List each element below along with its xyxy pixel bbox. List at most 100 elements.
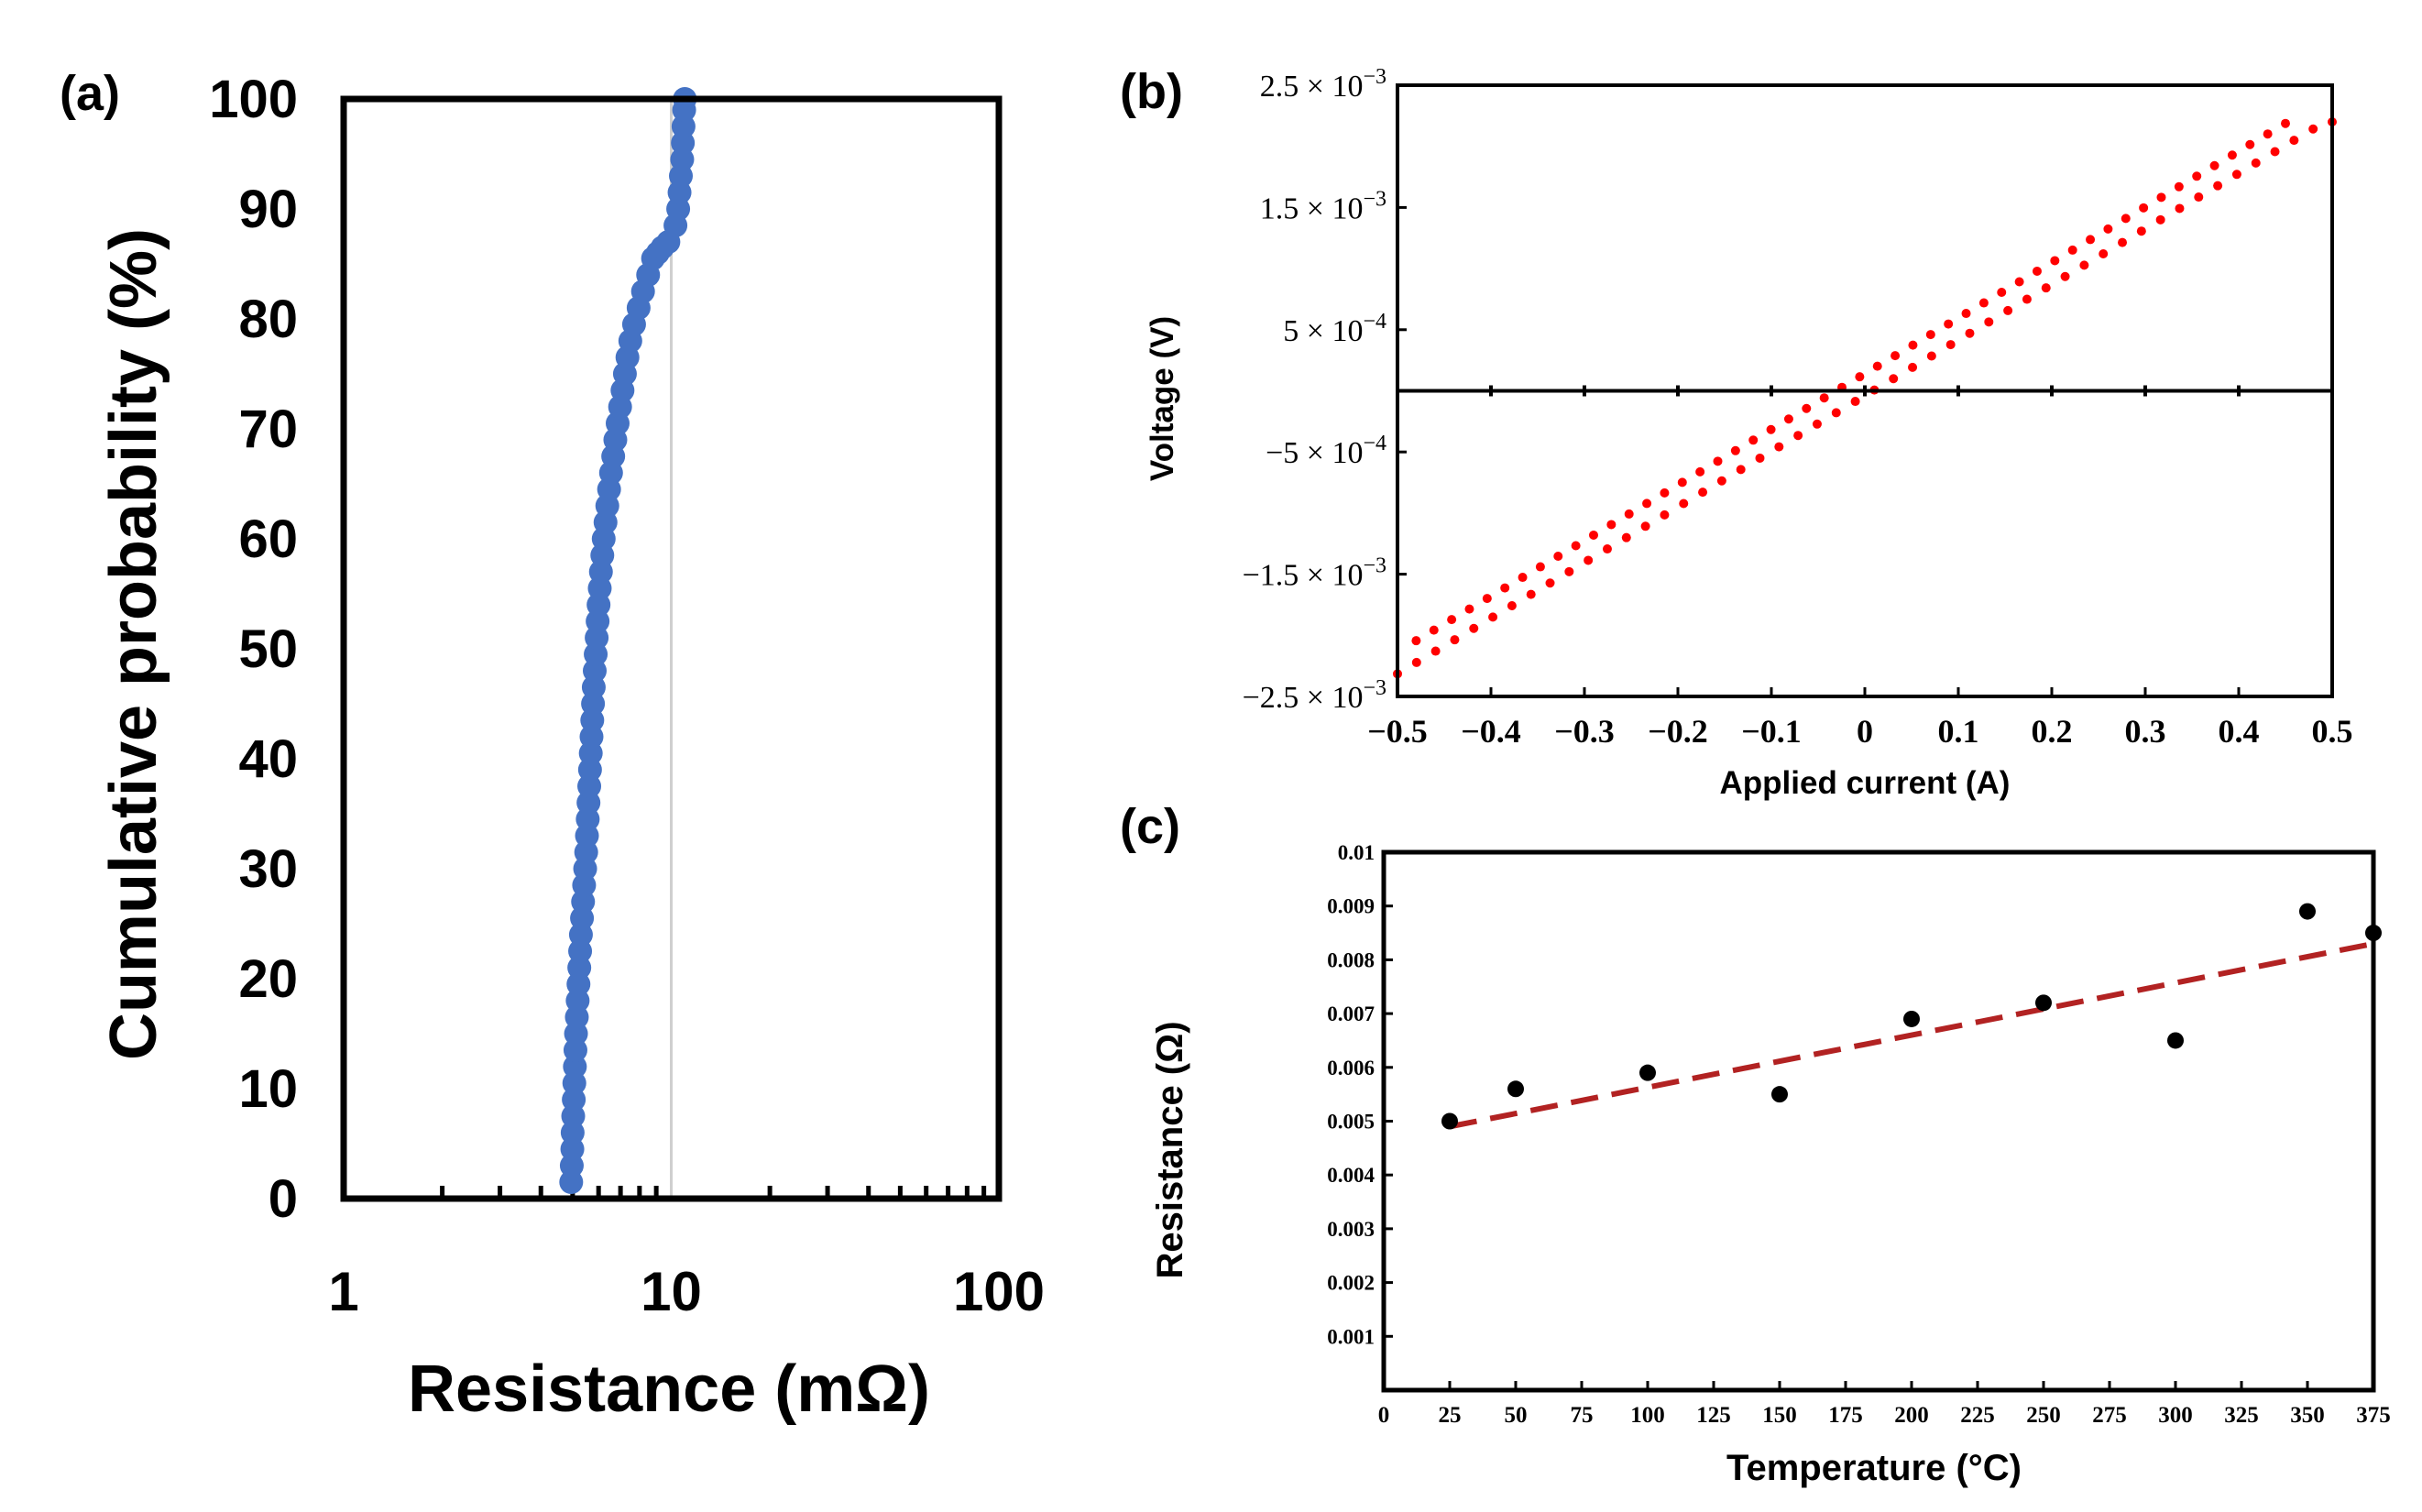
y-tick-label: 5 × 10−4 (1283, 310, 1386, 348)
data-point (1584, 555, 1594, 565)
panel-b-label: (b) (1120, 64, 1183, 119)
data-points (559, 87, 697, 1194)
data-point (1997, 288, 2007, 298)
data-point (1411, 657, 1421, 667)
data-point (2079, 260, 2089, 270)
data-point (2041, 283, 2051, 293)
data-point (560, 1137, 585, 1161)
x-tick-label: 1 (328, 1261, 358, 1322)
y-tick-label: 0.001 (1327, 1325, 1375, 1348)
plot-frame (340, 95, 1003, 1202)
data-point (2194, 192, 2204, 203)
y-axis-label: Resistance (Ω) (1150, 1021, 1190, 1278)
data-point (1518, 573, 1528, 583)
data-point (1783, 414, 1793, 424)
data-point (2035, 994, 2052, 1012)
data-point (2086, 235, 2096, 245)
data-point (1553, 552, 1563, 562)
data-point (1855, 372, 1865, 382)
data-point (2139, 203, 2149, 213)
data-point (1944, 319, 1954, 329)
x-tick-label: 0.2 (2032, 713, 2073, 750)
data-point (2022, 294, 2032, 304)
y-tick-label: −5 × 10−4 (1266, 432, 1386, 470)
x-tick-label: 275 (2092, 1403, 2127, 1428)
x-tick-label: 10 (641, 1261, 702, 1322)
data-point (1447, 615, 1457, 625)
data-point (1535, 562, 1545, 572)
panel-c-chart: (c) 0.0010.0020.0030.0040.0050.0060.0070… (1120, 799, 2391, 1488)
data-point (2156, 192, 2166, 203)
data-point (2209, 160, 2219, 170)
y-tick-label: 90 (238, 180, 298, 239)
x-axis-label: Applied current (A) (1720, 765, 2011, 801)
data-point (1606, 520, 1616, 530)
y-tick-label: 50 (238, 619, 298, 679)
x-tick-label: −0.2 (1648, 713, 1708, 750)
data-point (2245, 139, 2255, 149)
data-point (1621, 532, 1631, 542)
data-point (2213, 181, 2223, 191)
x-axis-ticks: 0 25 50 75 100 125 150 175 200 225 250 275 300 325 350… (1378, 1381, 2391, 1428)
data-point (1679, 499, 1689, 509)
x-tick-label: 125 (1696, 1403, 1731, 1428)
x-tick-label: −0.3 (1554, 713, 1615, 750)
data-point (2050, 256, 2060, 266)
panel-a-label: (a) (60, 66, 120, 121)
y-tick-label: 80 (238, 290, 298, 349)
data-point (1771, 1086, 1788, 1103)
data-point (1639, 1064, 1656, 1081)
x-tick-label: 225 (1960, 1403, 1995, 1428)
y-tick-label: 70 (238, 400, 298, 459)
y-tick-label: 0.009 (1327, 895, 1375, 918)
data-point (1507, 1080, 1524, 1098)
x-tick-label: 325 (2224, 1403, 2259, 1428)
data-point (1571, 541, 1581, 551)
data-point (1713, 456, 1723, 466)
x-tick-label: 0.5 (2312, 713, 2353, 750)
x-tick-label: 200 (1894, 1403, 1929, 1428)
data-point (1965, 328, 1975, 338)
zero-line-ticks (1489, 385, 2241, 397)
x-tick-label: 300 (2158, 1403, 2193, 1428)
data-point (2174, 181, 2184, 192)
x-axis-ticks: 1 10 100 (328, 1186, 1045, 1322)
x-tick-label: 50 (1505, 1403, 1528, 1428)
data-point (1903, 1010, 1920, 1027)
y-tick-label: 40 (238, 729, 298, 789)
data-point (2308, 124, 2318, 134)
x-axis-ticks: −0.5 −0.4 −0.3 −0.2 −0.1 0 0.1 0.2 0.3 0.4 0.5 (1367, 687, 2353, 750)
y-axis-ticks: 2.5 × 10−3 1.5 × 10−3 5 × 10−4 −5 × 10−4 −1.… (1243, 65, 1407, 715)
data-point (2227, 150, 2237, 160)
data-point (1716, 476, 1726, 486)
data-point (1695, 466, 1705, 477)
y-tick-label: 2.5 × 10−3 (1260, 65, 1386, 104)
data-point (2251, 158, 2261, 168)
y-axis-ticks: 0 10 20 30 40 50 60 70 80 90 100 (209, 70, 298, 1229)
data-point (1802, 403, 1812, 413)
y-tick-label: 0.005 (1327, 1111, 1375, 1134)
x-tick-label: 0 (1857, 713, 1873, 750)
data-point (1526, 589, 1536, 599)
data-point (2231, 170, 2241, 180)
y-tick-label: 0.003 (1327, 1218, 1375, 1241)
data-point (1429, 625, 1439, 635)
panel-c-label: (c) (1120, 799, 1180, 854)
y-tick-label: 0.01 (1338, 841, 1375, 864)
x-tick-label: 0.4 (2219, 713, 2260, 750)
data-point (1984, 317, 1994, 327)
panel-b-chart: (b) 2.5 × 10−3 1.5 × 10−3 5 × 10−4 −5 × 10−… (1120, 64, 2353, 801)
x-tick-label: −0.1 (1741, 713, 1802, 750)
data-point (1850, 397, 1860, 407)
trend-line (1449, 940, 2374, 1130)
y-tick-label: 20 (238, 949, 298, 1009)
data-point (1978, 298, 1989, 308)
data-point (1507, 600, 1517, 610)
data-point (2155, 214, 2165, 225)
y-tick-label: −2.5 × 10−3 (1243, 676, 1386, 715)
data-point (1450, 635, 1460, 645)
data-point (2032, 266, 2042, 276)
y-tick-label: 60 (238, 509, 298, 569)
x-tick-label: 100 (953, 1261, 1045, 1322)
data-point (1889, 374, 1899, 384)
